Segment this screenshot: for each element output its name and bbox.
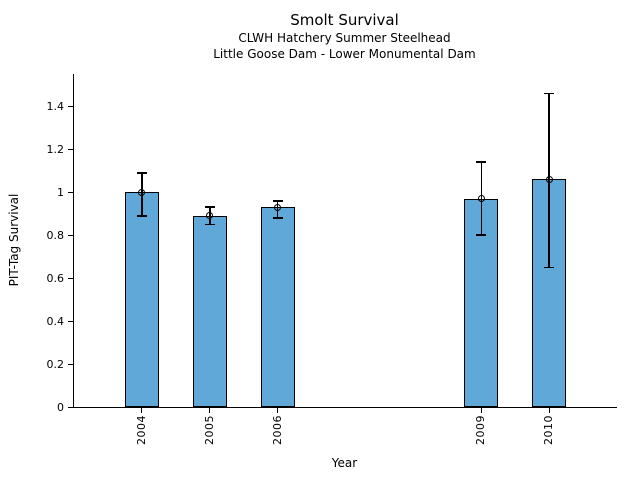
y-axis-tick-label: 0.4	[46, 314, 65, 328]
x-axis-tick	[277, 408, 279, 413]
data-point-marker-2006	[274, 203, 282, 211]
y-axis-tick	[68, 191, 73, 193]
bar-2004	[124, 192, 159, 407]
x-axis-tick-label: 2004	[134, 415, 148, 445]
y-axis-tick-label: 0.6	[46, 271, 65, 285]
y-axis-tick-label: 0	[57, 400, 64, 414]
data-point-marker-2004	[138, 188, 146, 196]
error-cap-bottom-2009	[476, 234, 487, 236]
error-cap-top-2009	[476, 161, 487, 163]
x-axis-tick-label: 2010	[542, 415, 556, 445]
x-axis-tick	[548, 408, 550, 413]
error-cap-top-2010	[544, 92, 555, 95]
title-block: Smolt Survival CLWH Hatchery Summer Stee…	[73, 10, 616, 62]
x-axis-tick	[141, 408, 143, 413]
x-axis-label: Year	[331, 456, 358, 470]
x-axis-tick	[209, 408, 211, 413]
x-axis-tick-label: 2009	[474, 415, 488, 445]
data-point-marker-2009	[477, 195, 485, 203]
error-cap-top-2004	[136, 172, 147, 174]
x-axis-tick-label: 2005	[202, 415, 216, 445]
error-cap-bottom-2010	[544, 266, 555, 269]
y-axis-tick	[68, 105, 73, 107]
chart-subtitle-line2: Little Goose Dam - Lower Monumental Dam	[213, 47, 476, 61]
y-axis-tick	[68, 234, 73, 236]
y-axis-tick	[68, 320, 73, 322]
y-axis-tick-label: 0.8	[46, 228, 65, 242]
y-axis-tick	[68, 277, 73, 279]
y-axis-tick-label: 1.4	[46, 99, 65, 113]
y-axis-tick-label: 1	[57, 185, 64, 199]
y-axis-tick	[68, 406, 73, 408]
chart-subtitle-line1: CLWH Hatchery Summer Steelhead	[238, 31, 451, 45]
y-axis-tick-label: 0.2	[46, 357, 65, 371]
y-axis-tick	[68, 363, 73, 365]
y-axis-tick-label: 1.2	[46, 142, 65, 156]
data-point-marker-2005	[206, 212, 214, 220]
x-axis-tick	[480, 408, 482, 413]
error-cap-bottom-2006	[272, 217, 283, 219]
error-cap-top-2005	[204, 206, 215, 208]
error-cap-bottom-2004	[136, 215, 147, 217]
bar-2006	[260, 207, 295, 407]
error-cap-top-2006	[272, 200, 283, 202]
chart-title: Smolt Survival	[290, 11, 399, 29]
plot-area: 0 0.2 0.4 0.6 0.8 1 1.2 1.4 2004 2005 2006 2009 2010	[47, 74, 617, 445]
x-axis-tick-label: 2006	[270, 415, 284, 445]
error-cap-bottom-2005	[204, 223, 215, 226]
y-axis-tick	[68, 148, 73, 150]
bar-2005	[192, 215, 227, 407]
data-point-marker-2010	[545, 175, 553, 183]
y-axis-label: PIT-Tag Survival	[7, 193, 21, 287]
